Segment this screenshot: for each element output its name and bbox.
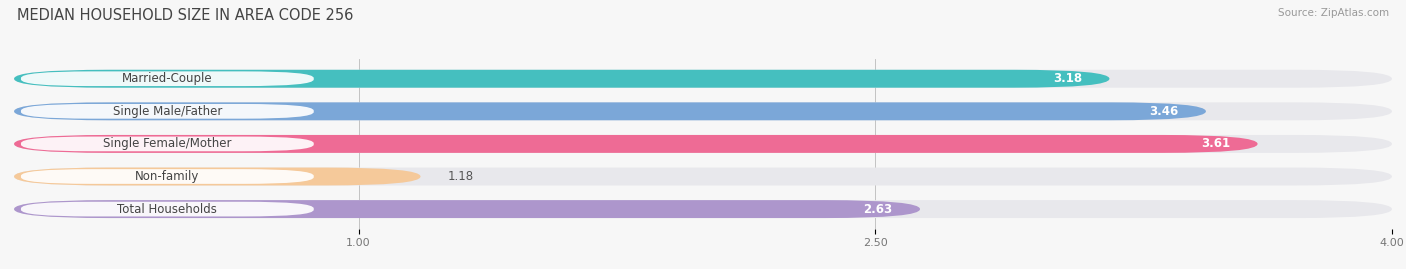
FancyBboxPatch shape — [14, 70, 1392, 88]
FancyBboxPatch shape — [21, 202, 314, 217]
FancyBboxPatch shape — [21, 137, 314, 151]
FancyBboxPatch shape — [21, 71, 314, 86]
FancyBboxPatch shape — [14, 135, 1392, 153]
Text: 2.63: 2.63 — [863, 203, 893, 215]
FancyBboxPatch shape — [14, 200, 920, 218]
Text: Non-family: Non-family — [135, 170, 200, 183]
Text: MEDIAN HOUSEHOLD SIZE IN AREA CODE 256: MEDIAN HOUSEHOLD SIZE IN AREA CODE 256 — [17, 8, 353, 23]
FancyBboxPatch shape — [14, 102, 1392, 120]
Text: Source: ZipAtlas.com: Source: ZipAtlas.com — [1278, 8, 1389, 18]
Text: Married-Couple: Married-Couple — [122, 72, 212, 85]
FancyBboxPatch shape — [14, 102, 1206, 120]
Text: Single Male/Father: Single Male/Father — [112, 105, 222, 118]
FancyBboxPatch shape — [14, 70, 1109, 88]
Text: 3.18: 3.18 — [1053, 72, 1083, 85]
FancyBboxPatch shape — [14, 168, 1392, 185]
Text: 3.61: 3.61 — [1201, 137, 1230, 150]
Text: 1.18: 1.18 — [449, 170, 474, 183]
Text: 3.46: 3.46 — [1149, 105, 1178, 118]
FancyBboxPatch shape — [14, 200, 1392, 218]
FancyBboxPatch shape — [21, 104, 314, 119]
FancyBboxPatch shape — [14, 168, 420, 185]
FancyBboxPatch shape — [21, 169, 314, 184]
Text: Total Households: Total Households — [118, 203, 218, 215]
Text: Single Female/Mother: Single Female/Mother — [103, 137, 232, 150]
FancyBboxPatch shape — [14, 135, 1257, 153]
